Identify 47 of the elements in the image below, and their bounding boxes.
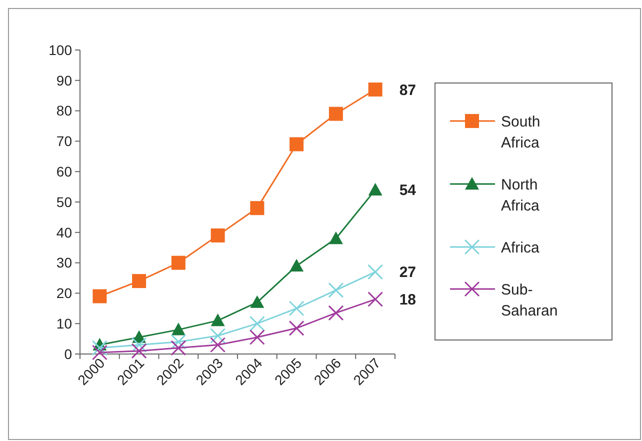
point — [249, 316, 265, 332]
legend-label: South Africa — [501, 113, 540, 152]
point — [132, 274, 146, 288]
point — [210, 228, 225, 242]
point — [328, 305, 344, 321]
y-tick-label: 90 — [56, 72, 72, 88]
y-tick-label: 80 — [56, 102, 72, 119]
y-tick-label: 40 — [56, 224, 72, 240]
annotation: 87 — [399, 82, 416, 99]
point — [210, 314, 225, 326]
y-tick-label: 30 — [56, 254, 72, 271]
point — [368, 264, 384, 280]
legend-label: Sub-Saharan — [501, 281, 558, 320]
point — [249, 330, 265, 346]
y-tick-label: 70 — [56, 133, 72, 150]
point — [368, 182, 382, 196]
y-tick-label: 20 — [56, 285, 72, 302]
y-tick-label: 100 — [48, 42, 72, 58]
point — [171, 256, 186, 270]
annotation: 27 — [399, 264, 416, 282]
annotation: 54 — [399, 182, 417, 200]
legend-label: Africa — [501, 239, 540, 256]
point — [210, 337, 226, 353]
point — [368, 82, 382, 97]
point — [328, 106, 343, 121]
point — [328, 282, 344, 298]
point — [92, 344, 108, 360]
point — [92, 289, 107, 304]
y-tick-label: 10 — [56, 316, 72, 332]
y-tick-label: 0 — [64, 346, 72, 362]
point — [288, 320, 304, 336]
legend-label: North Africa — [501, 176, 540, 214]
point — [288, 300, 304, 316]
point — [290, 137, 304, 152]
point — [250, 295, 264, 308]
point — [250, 201, 264, 216]
y-tick-label: 60 — [56, 164, 72, 180]
point — [210, 328, 226, 344]
annotation: 18 — [399, 292, 416, 309]
point — [170, 340, 186, 356]
point — [368, 292, 384, 308]
y-tick-label: 50 — [56, 194, 72, 210]
point — [92, 340, 108, 356]
point — [171, 322, 186, 336]
point — [328, 231, 343, 244]
point — [290, 258, 304, 272]
point — [131, 343, 147, 359]
